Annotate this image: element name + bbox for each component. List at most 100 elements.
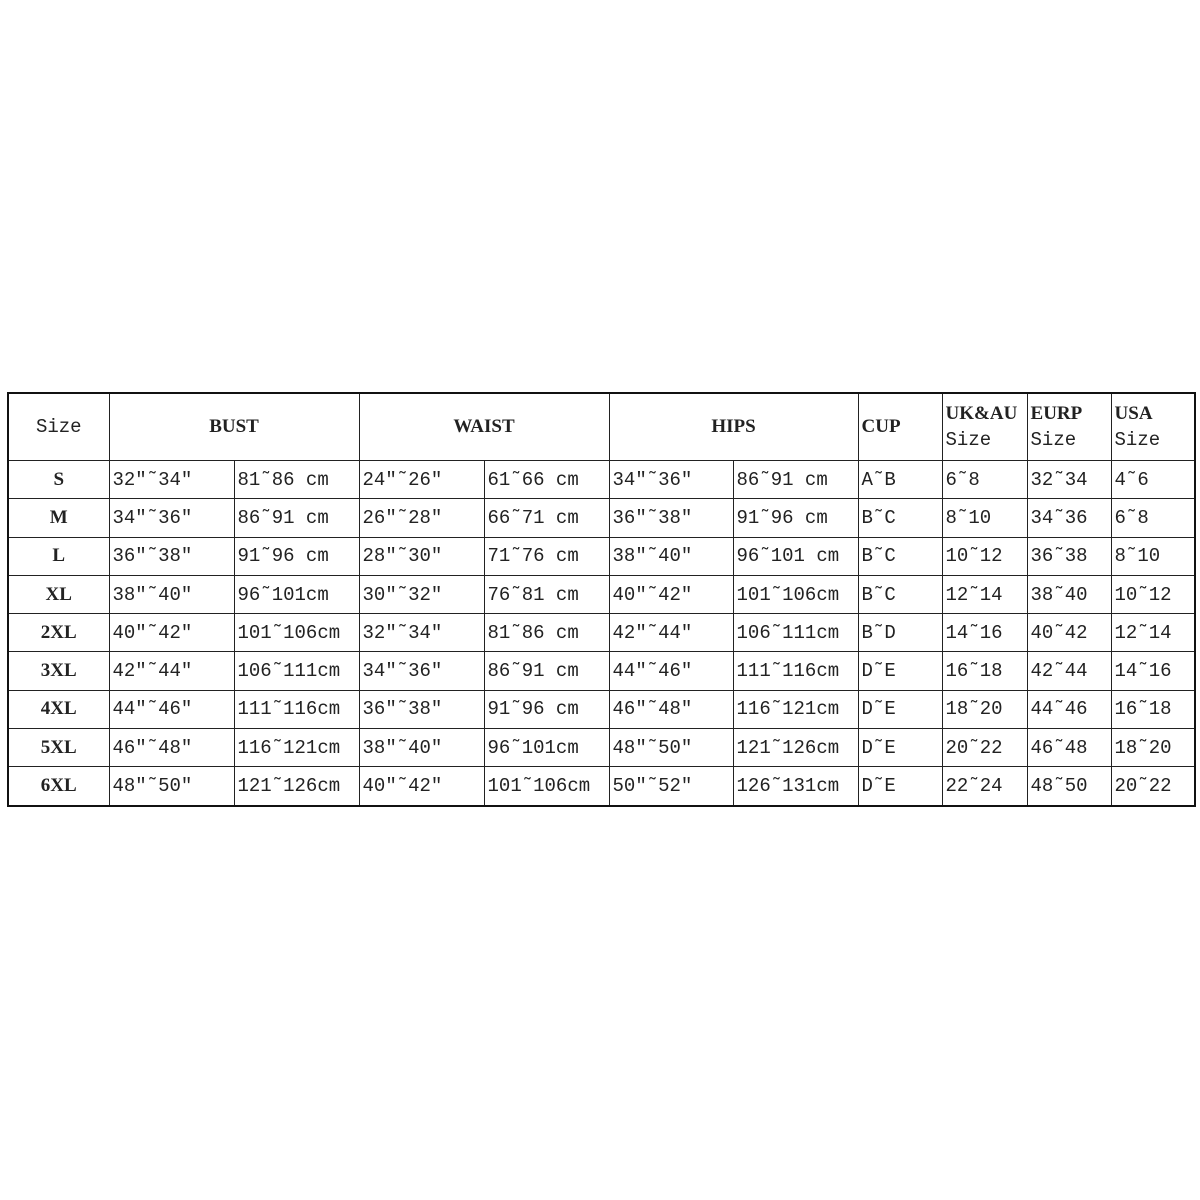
cell-cup: A˜B [857, 459, 943, 500]
cell-eurp-size: 32˜34 [1026, 459, 1112, 500]
cell-hips-cm: 126˜131cm [732, 766, 859, 807]
cell-ukau-size: 14˜16 [941, 613, 1028, 653]
cell-eurp-size: 48˜50 [1026, 766, 1112, 807]
header-eurp: EURP Size [1026, 392, 1112, 461]
table-row: M 34″˜36″ 86˜91 cm 26″˜28″ 66˜71 cm 36″˜38″ 91… [7, 498, 1196, 538]
cell-eurp-size: 36˜38 [1026, 536, 1112, 576]
cell-size: 3XL [7, 651, 110, 691]
cell-size: L [7, 536, 110, 576]
cell-ukau-size: 16˜18 [941, 651, 1028, 691]
header-waist: WAIST [358, 392, 610, 461]
cell-eurp-size: 38˜40 [1026, 574, 1112, 615]
cell-cup: D˜E [857, 651, 943, 691]
cell-bust-cm: 106˜111cm [233, 651, 360, 691]
cell-waist-in: 30″˜32″ [358, 574, 485, 615]
header-eurp-line1: EURP [1030, 403, 1083, 424]
cell-bust-in: 40″˜42″ [108, 613, 235, 653]
cell-cup: B˜C [857, 536, 943, 576]
cell-hips-in: 46″˜48″ [608, 689, 734, 730]
cell-usa-size: 12˜14 [1110, 613, 1196, 653]
cell-waist-cm: 101˜106cm [483, 766, 610, 807]
table-row: S 32″˜34″ 81˜86 cm 24″˜26″ 61˜66 cm 34″˜36″ 86… [7, 459, 1196, 500]
cell-usa-size: 10˜12 [1110, 574, 1196, 615]
cell-cup: D˜E [857, 689, 943, 730]
cell-waist-cm: 71˜76 cm [483, 536, 610, 576]
cell-hips-in: 38″˜40″ [608, 536, 734, 576]
cell-waist-cm: 96˜101cm [483, 728, 610, 768]
cell-bust-in: 38″˜40″ [108, 574, 235, 615]
table-row: 6XL 48″˜50″ 121˜126cm 40″˜42″ 101˜106cm 50″˜5… [7, 766, 1196, 807]
cell-ukau-size: 12˜14 [941, 574, 1028, 615]
cell-hips-in: 40″˜42″ [608, 574, 734, 615]
cell-waist-in: 34″˜36″ [358, 651, 485, 691]
cell-size: XL [7, 574, 110, 615]
cell-size: 4XL [7, 689, 110, 730]
cell-eurp-size: 40˜42 [1026, 613, 1112, 653]
cell-usa-size: 4˜6 [1110, 459, 1196, 500]
table-body: S 32″˜34″ 81˜86 cm 24″˜26″ 61˜66 cm 34″˜36″ 86… [7, 459, 1196, 807]
cell-ukau-size: 6˜8 [941, 459, 1028, 500]
cell-cup: D˜E [857, 766, 943, 807]
cell-hips-cm: 101˜106cm [732, 574, 859, 615]
cell-ukau-size: 20˜22 [941, 728, 1028, 768]
cell-bust-in: 48″˜50″ [108, 766, 235, 807]
cell-hips-cm: 116˜121cm [732, 689, 859, 730]
cell-hips-in: 44″˜46″ [608, 651, 734, 691]
cell-hips-in: 34″˜36″ [608, 459, 734, 500]
cell-bust-in: 44″˜46″ [108, 689, 235, 730]
cell-hips-cm: 121˜126cm [732, 728, 859, 768]
cell-bust-in: 36″˜38″ [108, 536, 235, 576]
cell-waist-cm: 81˜86 cm [483, 613, 610, 653]
cell-waist-in: 38″˜40″ [358, 728, 485, 768]
cell-ukau-size: 10˜12 [941, 536, 1028, 576]
cell-bust-in: 32″˜34″ [108, 459, 235, 500]
cell-cup: B˜C [857, 498, 943, 538]
cell-bust-in: 46″˜48″ [108, 728, 235, 768]
cell-bust-in: 34″˜36″ [108, 498, 235, 538]
cell-bust-in: 42″˜44″ [108, 651, 235, 691]
cell-hips-cm: 111˜116cm [732, 651, 859, 691]
cell-usa-size: 18˜20 [1110, 728, 1196, 768]
cell-bust-cm: 101˜106cm [233, 613, 360, 653]
cell-usa-size: 14˜16 [1110, 651, 1196, 691]
cell-waist-in: 28″˜30″ [358, 536, 485, 576]
cell-size: 6XL [7, 766, 110, 807]
header-row: Size BUST WAIST HIPS CUP UK&AU Size EURP S… [7, 392, 1196, 461]
header-usa: USA Size [1110, 392, 1196, 461]
cell-bust-cm: 86˜91 cm [233, 498, 360, 538]
cell-bust-cm: 111˜116cm [233, 689, 360, 730]
cell-ukau-size: 18˜20 [941, 689, 1028, 730]
cell-waist-cm: 66˜71 cm [483, 498, 610, 538]
cell-waist-cm: 61˜66 cm [483, 459, 610, 500]
header-hips: HIPS [608, 392, 859, 461]
cell-cup: B˜C [857, 574, 943, 615]
cell-bust-cm: 81˜86 cm [233, 459, 360, 500]
cell-bust-cm: 91˜96 cm [233, 536, 360, 576]
cell-bust-cm: 96˜101cm [233, 574, 360, 615]
table-row: XL 38″˜40″ 96˜101cm 30″˜32″ 76˜81 cm 40″˜42″ 1… [7, 574, 1196, 615]
cell-size: S [7, 459, 110, 500]
cell-usa-size: 8˜10 [1110, 536, 1196, 576]
cell-eurp-size: 42˜44 [1026, 651, 1112, 691]
cell-hips-cm: 106˜111cm [732, 613, 859, 653]
cell-hips-in: 36″˜38″ [608, 498, 734, 538]
header-usa-line2: Size [1114, 429, 1161, 451]
cell-eurp-size: 46˜48 [1026, 728, 1112, 768]
cell-usa-size: 20˜22 [1110, 766, 1196, 807]
header-ukau-line2: Size [945, 429, 992, 451]
cell-bust-cm: 121˜126cm [233, 766, 360, 807]
cell-ukau-size: 8˜10 [941, 498, 1028, 538]
table-row: 3XL 42″˜44″ 106˜111cm 34″˜36″ 86˜91 cm 44″˜46… [7, 651, 1196, 691]
cell-eurp-size: 34˜36 [1026, 498, 1112, 538]
cell-waist-in: 32″˜34″ [358, 613, 485, 653]
cell-hips-in: 42″˜44″ [608, 613, 734, 653]
cell-cup: D˜E [857, 728, 943, 768]
header-size: Size [7, 392, 110, 461]
header-eurp-line2: Size [1030, 429, 1077, 451]
cell-size: 5XL [7, 728, 110, 768]
cell-waist-cm: 76˜81 cm [483, 574, 610, 615]
cell-hips-in: 50″˜52″ [608, 766, 734, 807]
header-ukau: UK&AU Size [941, 392, 1028, 461]
cell-size: M [7, 498, 110, 538]
size-chart-table: Size BUST WAIST HIPS CUP UK&AU Size EURP S… [7, 392, 1197, 807]
